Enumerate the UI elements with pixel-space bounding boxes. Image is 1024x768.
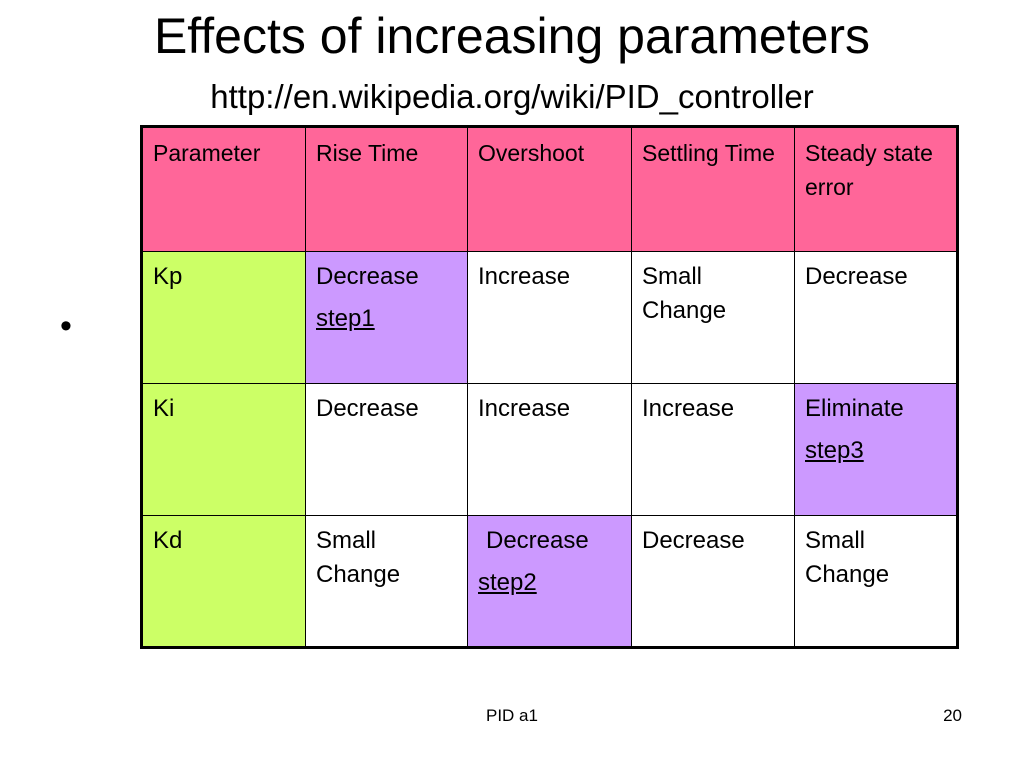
rise-time-cell: Small Change [305, 515, 468, 648]
param-cell: Kd [141, 515, 306, 648]
steady-state-error-cell: Decrease [794, 251, 958, 384]
cell-value: Eliminate [805, 395, 904, 422]
header-settling-time: Settling Time [631, 126, 795, 252]
param-cell: Kp [141, 251, 306, 384]
step2-link[interactable]: step2 [478, 569, 537, 596]
overshoot-cell: Increase [467, 251, 632, 384]
param-cell: Ki [141, 383, 306, 516]
overshoot-cell: Increase [467, 383, 632, 516]
page-number: 20 [943, 706, 962, 725]
settling-time-cell: Small Change [631, 251, 795, 384]
bullet-point: • [60, 307, 72, 345]
cell-value: Decrease [486, 527, 589, 554]
table-row-ki: Ki Decrease Increase Increase Eliminate … [141, 383, 958, 516]
table-header-row: Parameter Rise Time Overshoot Settling T… [141, 126, 958, 252]
header-rise-time: Rise Time [305, 126, 468, 252]
parameter-effects-table: Parameter Rise Time Overshoot Settling T… [140, 125, 959, 649]
header-parameter: Parameter [141, 126, 306, 252]
slide-title: Effects of increasing parameters [153, 8, 871, 64]
footer-label: PID a1 [486, 706, 538, 725]
settling-time-cell: Increase [631, 383, 795, 516]
settling-time-cell: Decrease [631, 515, 795, 648]
cell-value: Decrease [316, 263, 419, 290]
rise-time-cell: Decrease step1 [305, 251, 468, 384]
steady-state-error-cell: Eliminate step3 [794, 383, 958, 516]
slide-subtitle-url: http://en.wikipedia.org/wiki/PID_control… [210, 78, 814, 115]
overshoot-cell: Decrease step2 [467, 515, 632, 648]
step3-link[interactable]: step3 [805, 437, 864, 464]
table-row-kp: Kp Decrease step1 Increase Small Change … [141, 251, 958, 384]
rise-time-cell: Decrease [305, 383, 468, 516]
header-steady-state-error: Steady state error [794, 126, 958, 252]
step1-link[interactable]: step1 [316, 305, 375, 332]
header-overshoot: Overshoot [467, 126, 632, 252]
steady-state-error-cell: Small Change [794, 515, 958, 648]
table-row-kd: Kd Small Change Decrease step2 Decrease … [141, 515, 958, 648]
